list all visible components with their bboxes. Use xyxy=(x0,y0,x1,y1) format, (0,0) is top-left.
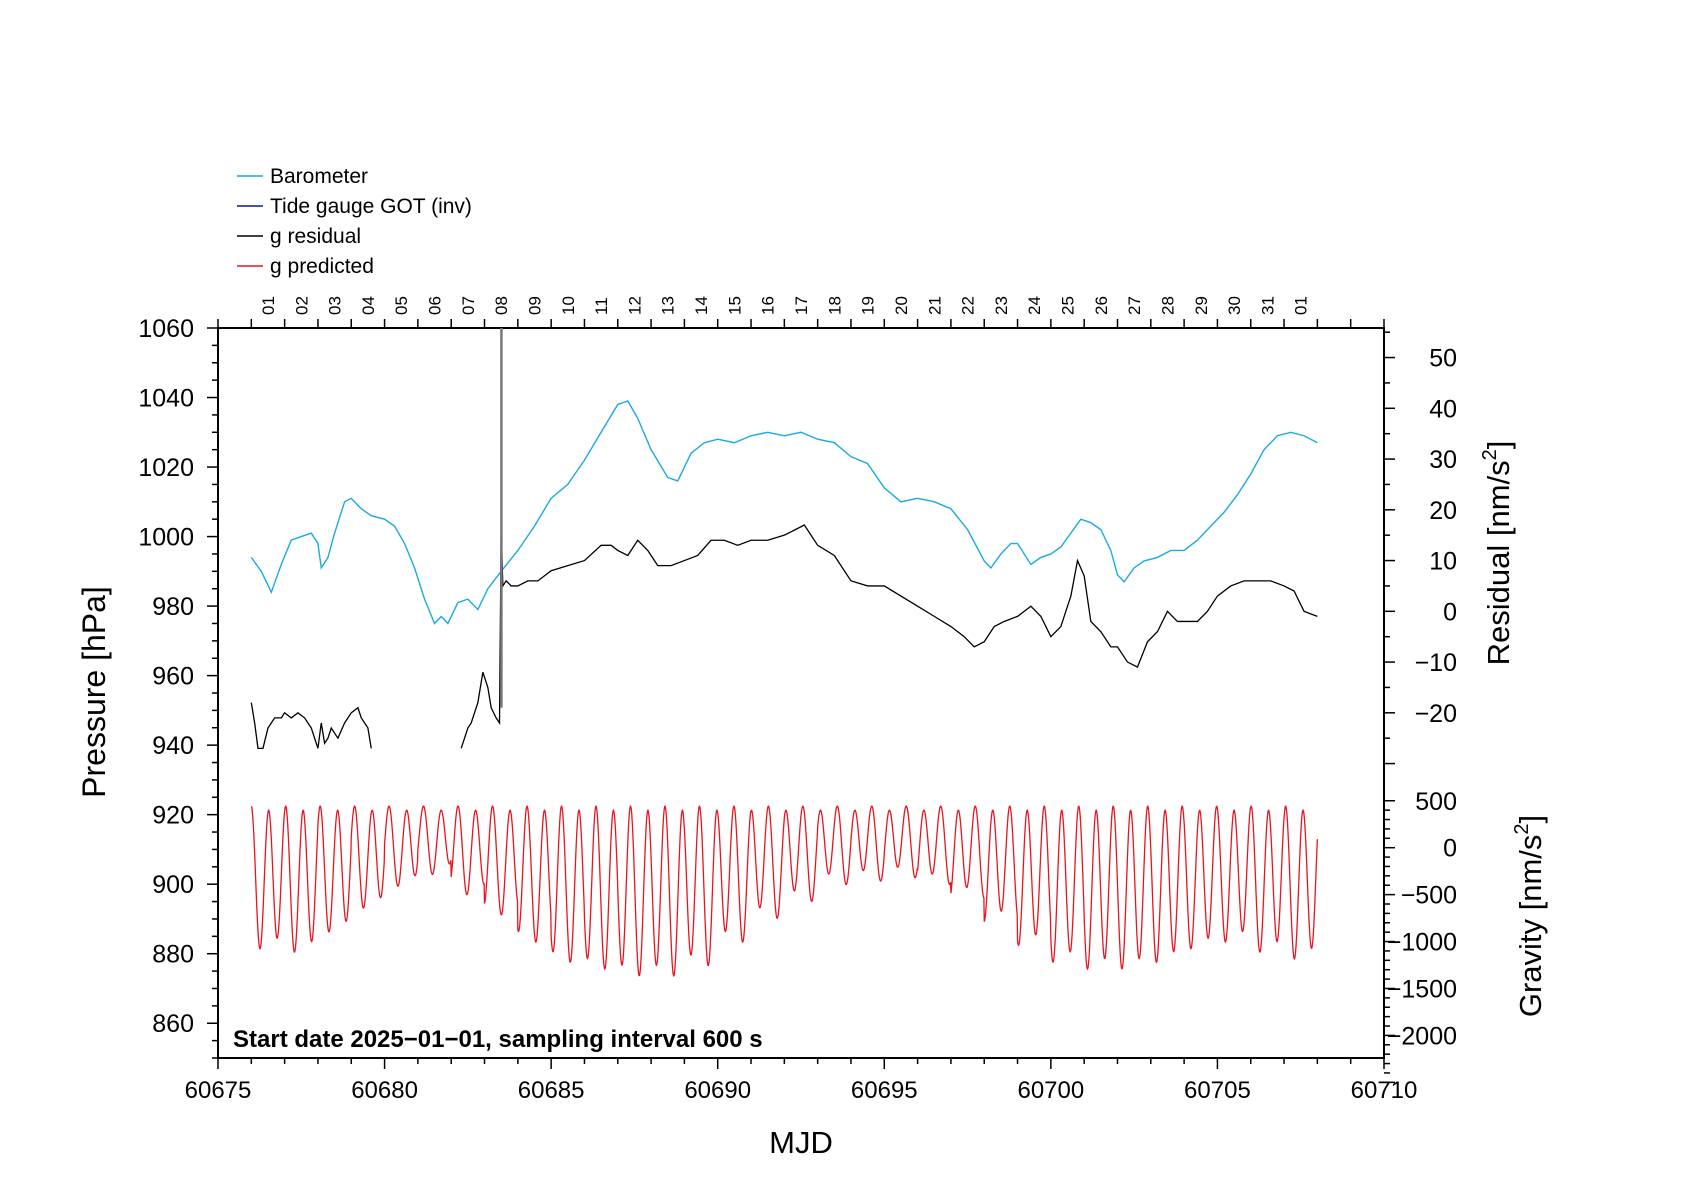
residual-tick-label: 50 xyxy=(1429,345,1457,373)
residual-tick-label: 0 xyxy=(1443,598,1457,626)
top-day-label: 20 xyxy=(892,296,911,315)
gravity-tick-label: 0 xyxy=(1443,835,1457,863)
residual-tick-label: 30 xyxy=(1429,446,1457,474)
g-residual-line xyxy=(460,524,1318,749)
top-day-label: 01 xyxy=(1292,296,1311,315)
x-tick-label: 60705 xyxy=(1184,1077,1251,1104)
residual-tick-label: 40 xyxy=(1429,395,1457,423)
gravity-tick-label: −500 xyxy=(1401,882,1457,910)
gravity-axis-label: Gravity [nm/s2] xyxy=(1511,815,1548,1017)
x-tick-label: 60680 xyxy=(351,1077,418,1104)
legend-tide-gauge-label: Tide gauge GOT (inv) xyxy=(270,195,472,218)
left-tick-label: 860 xyxy=(152,1010,194,1038)
top-day-label: 13 xyxy=(659,296,678,315)
gravity-tick-label: −2000 xyxy=(1387,1022,1457,1050)
gravity-axis-label-sup: 2 xyxy=(1511,823,1533,834)
top-day-label: 21 xyxy=(925,296,944,315)
g-residual-spike xyxy=(500,328,503,708)
left-axis-label: Pressure [hPa] xyxy=(76,586,112,798)
gravity-tick-label: −1500 xyxy=(1387,975,1457,1003)
plot-frame xyxy=(217,327,1385,1059)
residual-tick-label: 10 xyxy=(1429,548,1457,576)
gravity-axis-label-main: Gravity [nm/s xyxy=(1513,835,1548,1018)
g-predicted-line xyxy=(250,805,1319,978)
top-day-label: 24 xyxy=(1025,296,1044,315)
top-day-label: 23 xyxy=(992,296,1011,315)
top-day-label: 19 xyxy=(859,296,878,315)
residual-axis-label-end: ] xyxy=(1481,441,1516,450)
legend-g-residual-label: g residual xyxy=(270,225,361,248)
x-tick-label: 60685 xyxy=(518,1077,585,1104)
x-axis-label: MJD xyxy=(769,1125,833,1160)
residual-axis-label-main: Residual [nm/s xyxy=(1481,460,1516,665)
top-day-label: 15 xyxy=(725,296,744,315)
top-day-label: 25 xyxy=(1059,296,1078,315)
left-tick-label: 1040 xyxy=(138,385,194,413)
residual-axis-label-sup: 2 xyxy=(1479,449,1501,460)
top-day-label: 31 xyxy=(1258,296,1277,315)
gravity-tick-label: 500 xyxy=(1415,788,1457,816)
residual-tick-label: 20 xyxy=(1429,497,1457,525)
left-tick-label: 960 xyxy=(152,663,194,691)
left-tick-label: 940 xyxy=(152,732,194,760)
start-date-annotation: Start date 2025−01−01, sampling interval… xyxy=(233,1026,763,1053)
top-day-label: 28 xyxy=(1158,296,1177,315)
legend: Barometer Tide gauge GOT (inv) g residua… xyxy=(237,165,472,278)
x-tick-label: 60695 xyxy=(851,1077,918,1104)
top-day-label: 22 xyxy=(959,296,978,315)
left-tick-label: 1060 xyxy=(138,315,194,343)
top-day-label: 06 xyxy=(426,296,445,315)
x-tick-label: 60710 xyxy=(1351,1077,1418,1104)
top-day-label: 30 xyxy=(1225,296,1244,315)
top-day-label: 07 xyxy=(459,296,478,315)
axes: 60675 60680 60685 60690 60695 60700 60705 60710… xyxy=(138,296,1457,1104)
top-day-label: 01 xyxy=(259,296,278,315)
top-day-label: 26 xyxy=(1092,296,1111,315)
left-tick-label: 900 xyxy=(152,871,194,899)
left-tick-label: 1000 xyxy=(138,524,194,552)
top-day-label: 16 xyxy=(759,296,778,315)
top-day-label: 05 xyxy=(392,296,411,315)
residual-axis-label: Residual [nm/s2] xyxy=(1479,441,1516,666)
top-day-label: 08 xyxy=(492,296,511,315)
x-tick-label: 60675 xyxy=(185,1077,252,1104)
left-tick-label: 880 xyxy=(152,941,194,969)
top-day-label: 03 xyxy=(326,296,345,315)
legend-g-predicted-label: g predicted xyxy=(270,255,374,278)
barometer-line xyxy=(250,400,1318,625)
gravity-tick-label: −1000 xyxy=(1387,929,1457,957)
legend-barometer-label: Barometer xyxy=(270,165,368,188)
residual-tick-label: −20 xyxy=(1415,700,1457,728)
top-day-label: 29 xyxy=(1192,296,1211,315)
left-tick-label: 1020 xyxy=(138,454,194,482)
top-day-label: 14 xyxy=(692,296,711,315)
x-tick-label: 60700 xyxy=(1017,1077,1084,1104)
g-residual-line xyxy=(250,702,372,749)
top-day-label: 10 xyxy=(559,296,578,315)
top-day-label: 12 xyxy=(625,296,644,315)
left-tick-label: 920 xyxy=(152,802,194,830)
top-day-label: 18 xyxy=(825,296,844,315)
top-day-label: 04 xyxy=(359,296,378,315)
x-tick-label: 60690 xyxy=(684,1077,751,1104)
top-day-label: 17 xyxy=(792,296,811,315)
gravity-axis-label-end: ] xyxy=(1513,815,1548,824)
top-day-label: 27 xyxy=(1125,296,1144,315)
top-day-label: 11 xyxy=(592,297,611,315)
residual-tick-label: −10 xyxy=(1415,649,1457,677)
left-tick-label: 980 xyxy=(152,593,194,621)
series xyxy=(250,328,1319,978)
top-day-label: 09 xyxy=(525,296,544,315)
top-day-label: 02 xyxy=(292,296,311,315)
